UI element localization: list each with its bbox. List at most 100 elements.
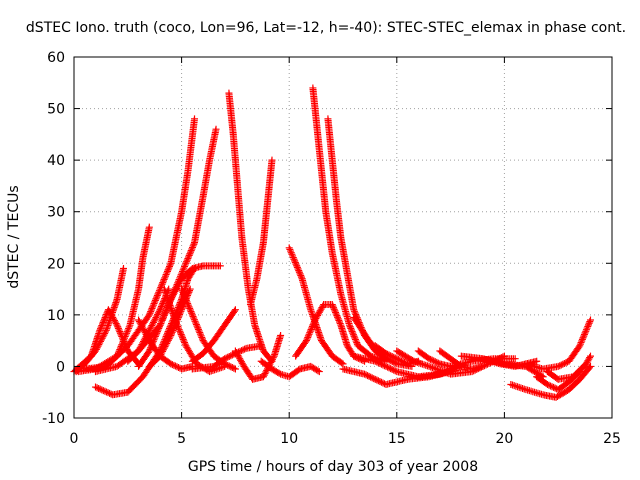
data-point [157,282,165,290]
data-point [163,267,171,275]
data-point [184,255,192,263]
data-point [170,289,178,297]
data-point [262,368,270,376]
data-point [336,320,344,328]
data-point [393,355,401,363]
data-point [364,372,372,380]
data-point [163,269,171,277]
data-point [106,389,114,397]
series-arc-02 [70,306,143,376]
data-point [166,261,174,269]
data-point [180,264,188,272]
data-point [178,332,186,340]
data-point [349,331,357,339]
data-point [135,316,143,324]
x-axis-label: GPS time / hours of day 303 of year 2008 [188,459,478,475]
data-point [156,352,164,360]
data-point [102,312,110,320]
data-point [371,357,379,365]
x-tick-label: 5 [177,431,186,447]
data-point [350,307,358,315]
data-point [185,253,193,261]
data-point [152,295,160,303]
data-point [142,330,150,338]
data-point [144,312,152,320]
data-point [171,316,179,324]
data-point [332,308,340,316]
data-point [291,258,299,266]
data-point [480,362,488,370]
x-tick-label: 25 [603,431,621,447]
data-point [194,325,202,333]
data-point [168,330,176,338]
data-point [433,358,441,366]
data-point [297,272,305,279]
data-point [334,315,342,323]
data-point [374,377,382,385]
data-point [177,329,185,337]
data-point [116,329,124,337]
data-point [190,314,198,322]
data-point [163,339,171,347]
data-point [171,287,179,295]
data-point [158,280,166,288]
data-point [97,323,105,331]
data-point [116,328,124,336]
data-point [216,262,224,270]
data-point [379,361,387,369]
data-point [189,243,197,251]
data-point [159,347,167,355]
series-arc-09 [135,262,224,370]
data-point [368,374,376,382]
data-point [224,353,232,361]
data-point [222,354,230,362]
series-arc-17 [246,156,276,309]
data-point [179,335,187,343]
data-point [96,325,104,333]
data-point [167,331,175,339]
data-point [173,321,181,329]
data-point [175,326,183,334]
data-point [365,372,373,380]
data-point [151,334,159,342]
data-point [160,275,168,283]
data-point [170,325,178,333]
data-point [556,362,564,370]
data-point [181,263,189,271]
data-point [310,319,318,327]
data-point [228,364,236,372]
data-point [147,344,155,352]
data-point [330,304,338,312]
data-point [377,378,385,386]
data-point [231,365,239,373]
data-point [431,358,439,366]
data-point [96,326,104,334]
data-point [231,306,239,314]
data-point [366,351,374,359]
data-point [306,327,314,335]
data-point [187,308,195,316]
data-point [146,345,154,353]
data-point [155,323,163,331]
data-point [171,362,179,370]
data-point [135,318,143,326]
data-point [179,303,187,311]
data-point [305,330,313,338]
data-point [178,285,186,293]
data-point [227,363,235,371]
data-point [291,257,299,265]
data-point [585,319,593,327]
axis-ticks [73,56,613,419]
data-point [179,267,187,275]
data-point [195,327,203,335]
data-point [160,344,168,352]
data-point [124,326,132,334]
data-point [345,321,353,329]
data-point [295,267,303,275]
data-point [114,324,122,332]
y-tick-label: 40 [47,153,65,169]
data-point [310,318,318,326]
data-point [362,371,370,379]
data-point [113,321,121,329]
data-point [576,342,584,350]
